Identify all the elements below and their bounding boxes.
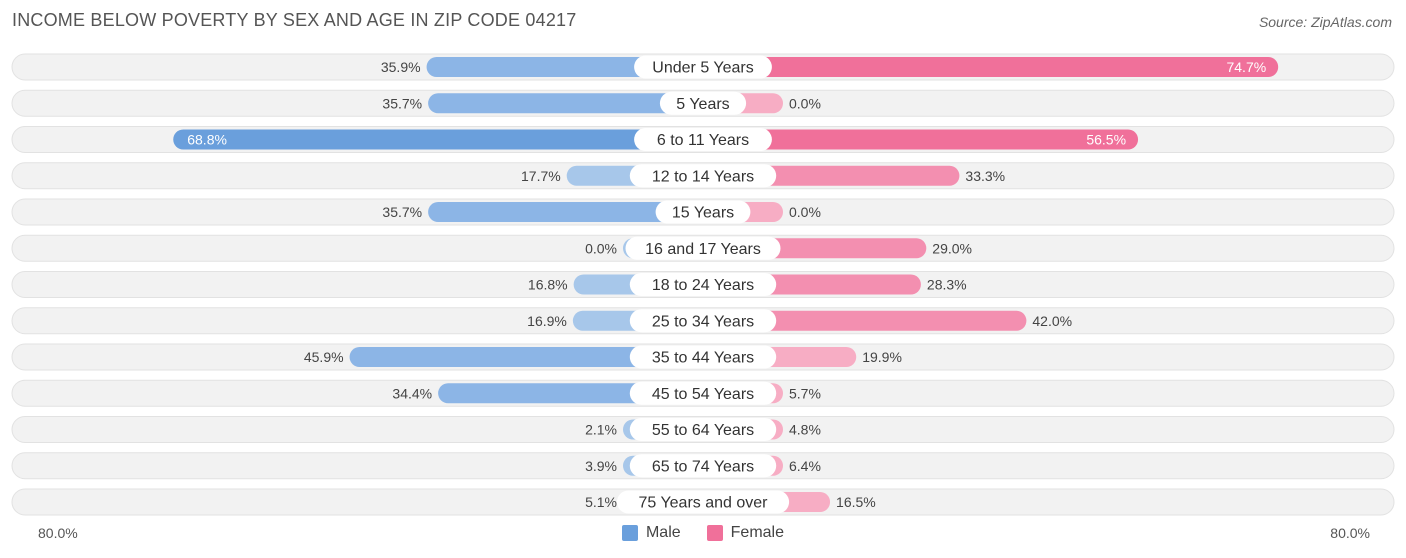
category-pill bbox=[655, 200, 751, 224]
category-pill bbox=[659, 91, 747, 115]
female-value-label: 0.0% bbox=[789, 204, 821, 220]
female-value-label: 6.4% bbox=[789, 458, 821, 474]
category-pill bbox=[629, 418, 777, 441]
category-label: 45 to 54 Years bbox=[652, 386, 754, 403]
female-value-label: 42.0% bbox=[1032, 313, 1072, 329]
category-pill bbox=[629, 164, 777, 188]
category-label: 35 to 44 Years bbox=[652, 350, 754, 367]
male-value-label: 0.0% bbox=[585, 240, 617, 256]
male-value-label: 68.8% bbox=[187, 132, 227, 148]
category-label: 15 Years bbox=[672, 205, 734, 222]
male-value-label: 16.8% bbox=[528, 277, 568, 293]
male-value-label: 2.1% bbox=[585, 422, 617, 438]
male-bar bbox=[173, 129, 704, 150]
male-value-label: 34.4% bbox=[392, 385, 432, 401]
legend: Male Female bbox=[0, 524, 1406, 542]
female-value-label: 28.3% bbox=[927, 277, 967, 293]
male-value-label: 16.9% bbox=[527, 313, 567, 329]
legend-label-female: Female bbox=[730, 524, 785, 541]
legend-item-male: Male bbox=[621, 524, 681, 542]
female-bar bbox=[703, 57, 1279, 77]
category-label: 25 to 34 Years bbox=[652, 313, 754, 330]
male-bar bbox=[428, 93, 703, 114]
category-pill bbox=[629, 345, 777, 369]
category-pill bbox=[625, 236, 781, 260]
category-label: 6 to 11 Years bbox=[657, 132, 749, 149]
male-value-label: 5.1% bbox=[585, 494, 617, 510]
male-bar bbox=[428, 202, 703, 222]
female-value-label: 33.3% bbox=[965, 168, 1005, 184]
category-label: 55 to 64 Years bbox=[652, 422, 754, 439]
legend-swatch-female bbox=[706, 525, 723, 541]
male-value-label: 35.9% bbox=[381, 59, 421, 75]
chart-area: Under 5 Years 35.9% 74.7% 5 Years 35.7% 0.0% 6… bbox=[11, 53, 1395, 516]
category-pill bbox=[634, 55, 772, 79]
category-label: 16 and 17 Years bbox=[645, 241, 761, 258]
chart-title: INCOME BELOW POVERTY BY SEX AND AGE IN Z… bbox=[12, 10, 577, 30]
female-value-label: 16.5% bbox=[836, 494, 876, 510]
category-label: 18 to 24 Years bbox=[652, 277, 754, 294]
category-pill bbox=[616, 490, 790, 514]
male-bar bbox=[349, 347, 703, 367]
category-label: 75 Years and over bbox=[639, 495, 769, 512]
male-value-label: 17.7% bbox=[521, 168, 561, 184]
category-label: 12 to 14 Years bbox=[652, 168, 754, 185]
category-pill bbox=[629, 454, 777, 478]
female-value-label: 5.7% bbox=[789, 385, 821, 401]
category-label: Under 5 Years bbox=[652, 60, 753, 77]
legend-swatch-male bbox=[621, 525, 638, 541]
category-pill bbox=[629, 273, 777, 296]
axis-min-label: 80.0% bbox=[38, 525, 78, 541]
female-value-label: 19.9% bbox=[862, 349, 902, 365]
male-value-label: 3.9% bbox=[585, 458, 617, 474]
axis-max-label: 80.0% bbox=[1330, 525, 1370, 541]
female-value-label: 4.8% bbox=[789, 422, 821, 438]
category-pill bbox=[634, 128, 772, 151]
male-bar bbox=[426, 57, 703, 77]
female-value-label: 56.5% bbox=[1086, 132, 1126, 148]
male-value-label: 35.7% bbox=[382, 95, 422, 111]
female-bar bbox=[703, 310, 1027, 331]
category-label: 65 to 74 Years bbox=[652, 458, 754, 475]
female-value-label: 74.7% bbox=[1226, 59, 1266, 75]
male-value-label: 35.7% bbox=[382, 204, 422, 220]
category-pill bbox=[629, 309, 777, 333]
legend-item-female: Female bbox=[706, 524, 785, 542]
category-label: 5 Years bbox=[676, 96, 729, 113]
source-label: Source: ZipAtlas.com bbox=[1258, 14, 1392, 30]
male-value-label: 45.9% bbox=[304, 349, 344, 365]
female-bar bbox=[703, 129, 1139, 150]
female-value-label: 29.0% bbox=[932, 240, 972, 256]
female-value-label: 0.0% bbox=[789, 95, 821, 111]
legend-label-male: Male bbox=[645, 524, 681, 541]
category-pill bbox=[629, 381, 777, 405]
